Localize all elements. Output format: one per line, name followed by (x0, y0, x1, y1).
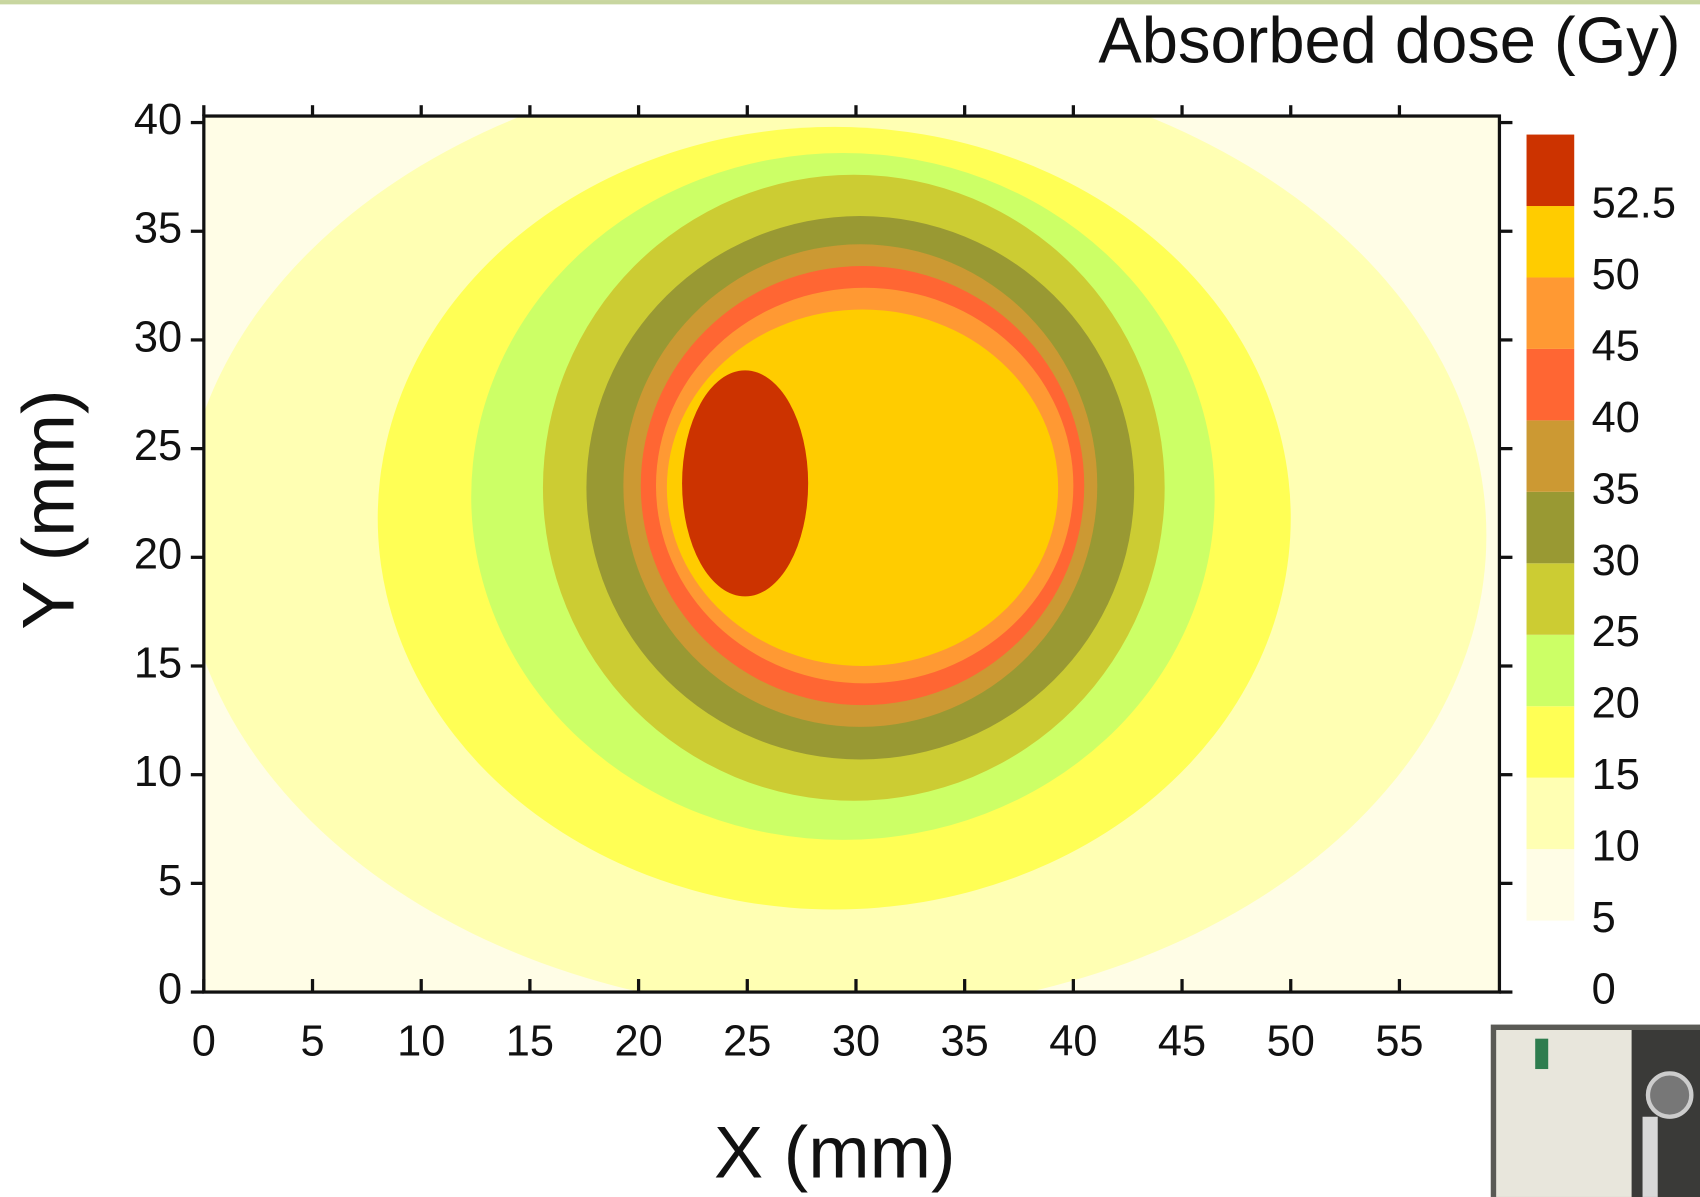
x-tick-label: 45 (1158, 1018, 1206, 1066)
x-tick-label: 55 (1375, 1018, 1423, 1066)
x-tick-label: 15 (506, 1018, 554, 1066)
photo (1490, 1024, 1700, 1197)
colorbar-label: 30 (1592, 537, 1640, 585)
colorbar-label: 10 (1592, 823, 1640, 871)
y-tick-label: 40 (134, 96, 182, 144)
colorbar-box (1526, 706, 1575, 778)
x-tick-label: 5 (300, 1018, 324, 1066)
colorbar-box (1526, 777, 1575, 850)
plot-area (203, 116, 1500, 993)
colorbar-label: 50 (1592, 251, 1640, 299)
colorbar-box (1526, 206, 1575, 278)
y-tick-label: 25 (134, 422, 182, 470)
colorbar-box (1526, 420, 1575, 492)
colorbar-box (1526, 348, 1575, 421)
x-tick-label: 25 (723, 1018, 771, 1066)
x-tick-label: 50 (1267, 1018, 1315, 1066)
x-tick-label: 30 (832, 1018, 880, 1066)
x-tick-label: 40 (1049, 1018, 1097, 1066)
y-tick-label: 10 (134, 748, 182, 796)
colorbar-box (1526, 634, 1575, 707)
x-tick-label: 20 (614, 1018, 662, 1066)
colorbar-label: 35 (1592, 465, 1640, 513)
x-tick-label: 0 (192, 1018, 216, 1066)
colorbar-box (1526, 563, 1575, 635)
colorbar-label: 15 (1592, 751, 1640, 799)
colorbar-box (1526, 920, 1575, 993)
y-tick-label: 0 (158, 966, 182, 1014)
colorbar-box (1526, 277, 1575, 349)
contour-region (682, 370, 809, 597)
colorbar-box (1526, 849, 1575, 921)
slide-strip (0, 0, 1700, 5)
y-tick-label: 5 (158, 857, 182, 905)
x-tick-label: 35 (941, 1018, 989, 1066)
y-axis-label: Y (mm) (7, 389, 90, 629)
colorbar-label: 20 (1592, 680, 1640, 728)
colorbar-box (1526, 134, 1575, 207)
colorbar-label: 52.5 (1592, 179, 1676, 227)
x-axis-label: X (mm) (714, 1110, 956, 1193)
y-tick-label: 15 (134, 639, 182, 687)
x-tick-label: 10 (397, 1018, 445, 1066)
y-tick-label: 35 (134, 205, 182, 253)
axes: 0 5 10 15 20 25 30 35 40 45 50 55051015202530354005… (134, 96, 1676, 1066)
y-tick-label: 30 (134, 313, 182, 361)
colorbar-label: 5 (1592, 894, 1616, 942)
chart-title: Absorbed dose (Gy) (1098, 4, 1680, 77)
y-tick-label: 20 (134, 531, 182, 579)
colorbar-label: 45 (1592, 322, 1640, 370)
colorbar-box (1526, 491, 1575, 564)
colorbar-label: 25 (1592, 608, 1640, 656)
plot-frame (202, 114, 1502, 994)
colorbar-label: 40 (1592, 394, 1640, 442)
colorbar-label: 0 (1592, 966, 1616, 1014)
